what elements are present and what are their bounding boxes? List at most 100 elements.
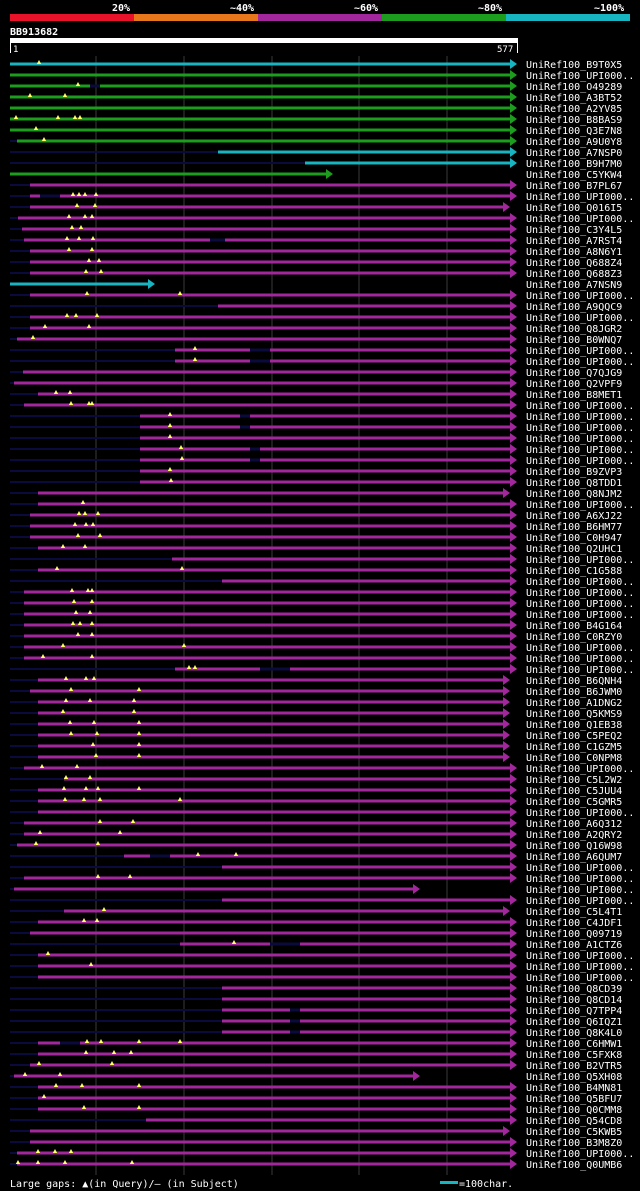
hit-arrow-head xyxy=(510,521,517,531)
query-gap-marker xyxy=(91,720,97,724)
hit-bar xyxy=(14,887,414,891)
hit-bar xyxy=(38,546,511,550)
query-gap-marker xyxy=(54,566,60,570)
hit-label: UniRef100_A9QQC9 xyxy=(526,302,622,313)
hit-label: UniRef100_Q8TDD1 xyxy=(526,478,622,489)
subject-gap xyxy=(90,84,100,88)
hit-label: UniRef100_UPI000.. xyxy=(526,445,634,456)
hit-bar xyxy=(222,1008,511,1012)
hit-bar xyxy=(38,568,511,572)
hit-label: UniRef100_A2YV85 xyxy=(526,104,622,115)
hit-row: UniRef100_B3M8Z0 xyxy=(10,1137,622,1149)
query-gap-marker xyxy=(136,687,142,691)
hit-bar xyxy=(180,942,511,946)
hit-label: UniRef100_A7RST4 xyxy=(526,236,622,247)
query-gap-marker xyxy=(62,797,68,801)
hit-row: UniRef100_UPI000.. xyxy=(10,422,634,434)
hit-label: UniRef100_C1GZM5 xyxy=(526,742,622,753)
query-gap-marker xyxy=(97,797,103,801)
hit-row: UniRef100_C5JUU4 xyxy=(10,785,622,797)
query-gap-marker xyxy=(98,269,104,273)
hit-row: UniRef100_UPI000.. xyxy=(10,763,634,775)
query-gap-marker xyxy=(136,1039,142,1043)
hit-arrow-head xyxy=(510,477,517,487)
hit-label: UniRef100_UPI000.. xyxy=(526,599,634,610)
hit-label: UniRef100_C5L4T1 xyxy=(526,907,622,918)
hit-arrow-head xyxy=(510,411,517,421)
query-gap-marker xyxy=(63,698,69,702)
hit-bar xyxy=(38,953,511,957)
hit-arrow-head xyxy=(413,1071,420,1081)
hit-label: UniRef100_UPI000.. xyxy=(526,764,634,775)
hit-bar xyxy=(30,260,511,264)
hit-row: UniRef100_B9T0X5 xyxy=(10,59,622,71)
query-gap-marker xyxy=(62,93,68,97)
query-gap-marker xyxy=(82,544,88,548)
query-gap-marker xyxy=(179,456,185,460)
hit-row: UniRef100_UPI000.. xyxy=(10,895,634,907)
hit-bar xyxy=(218,150,511,154)
hit-arrow-head xyxy=(510,1027,517,1037)
query-gap-marker xyxy=(78,225,84,229)
hit-label: UniRef100_UPI000.. xyxy=(526,500,634,511)
hit-arrow-head xyxy=(510,81,517,91)
hit-row: UniRef100_A9U0Y8 xyxy=(10,136,622,148)
hit-bar xyxy=(38,744,504,748)
hit-label: UniRef100_UPI000.. xyxy=(526,192,634,203)
hit-bar xyxy=(140,458,511,462)
hit-bar xyxy=(24,403,511,407)
hit-label: UniRef100_UPI000.. xyxy=(526,1149,634,1160)
hit-bar xyxy=(38,755,504,759)
query-gap-marker xyxy=(67,720,73,724)
hit-arrow-head xyxy=(510,532,517,542)
hit-row: UniRef100_C1G588 xyxy=(10,565,622,577)
query-gap-marker xyxy=(95,874,101,878)
query-gap-marker xyxy=(90,522,96,526)
query-gap-marker xyxy=(129,1160,135,1164)
query-gap-marker xyxy=(33,841,39,845)
hit-arrow-head xyxy=(510,565,517,575)
hit-label: UniRef100_UPI000.. xyxy=(526,863,634,874)
hit-arrow-head xyxy=(503,202,510,212)
hit-arrow-head xyxy=(510,587,517,597)
hit-arrow-head xyxy=(510,400,517,410)
hit-arrow-head xyxy=(510,1137,517,1147)
hit-label: UniRef100_Q1EB38 xyxy=(526,720,622,731)
hit-bar xyxy=(24,623,511,627)
hit-row: UniRef100_B9H7M0 xyxy=(10,158,622,170)
subject-gap xyxy=(270,942,300,946)
query-gap-marker xyxy=(68,1149,74,1153)
query-gap-marker xyxy=(90,742,96,746)
query-gap-marker xyxy=(64,236,70,240)
query-gap-marker xyxy=(74,203,80,207)
hit-row: UniRef100_UPI000.. xyxy=(10,554,634,566)
hit-arrow-head xyxy=(503,719,510,729)
hit-label: UniRef100_A8N6Y1 xyxy=(526,247,622,258)
hit-row: UniRef100_Q2VPF9 xyxy=(10,378,622,390)
query-gap-marker xyxy=(70,621,76,625)
query-gap-marker xyxy=(95,841,101,845)
hit-row: UniRef100_Q8CD39 xyxy=(10,983,622,995)
hit-arrow-head xyxy=(510,70,517,80)
hit-arrow-head xyxy=(510,664,517,674)
query-gap-marker xyxy=(136,1083,142,1087)
hit-label: UniRef100_A6Q312 xyxy=(526,819,622,830)
hit-bar xyxy=(38,678,504,682)
hit-label: UniRef100_B0WNQ7 xyxy=(526,335,622,346)
hit-bar xyxy=(38,799,511,803)
hit-row: UniRef100_Q016I5 xyxy=(10,202,622,214)
hit-label: UniRef100_UPI000.. xyxy=(526,874,634,885)
query-gap-marker xyxy=(87,775,93,779)
query-gap-marker xyxy=(84,1039,90,1043)
hit-label: UniRef100_C0NPM8 xyxy=(526,753,622,764)
hit-row: UniRef100_C5FXK8 xyxy=(10,1049,622,1061)
query-gap-marker xyxy=(68,731,74,735)
hit-bar xyxy=(222,986,511,990)
hit-bar xyxy=(38,491,504,495)
hit-bar xyxy=(124,854,511,858)
hit-arrow-head xyxy=(510,939,517,949)
hit-label: UniRef100_B7PL67 xyxy=(526,181,622,192)
query-gap-marker xyxy=(94,918,100,922)
hit-arrow-head xyxy=(510,268,517,278)
query-gap-marker xyxy=(53,1083,59,1087)
